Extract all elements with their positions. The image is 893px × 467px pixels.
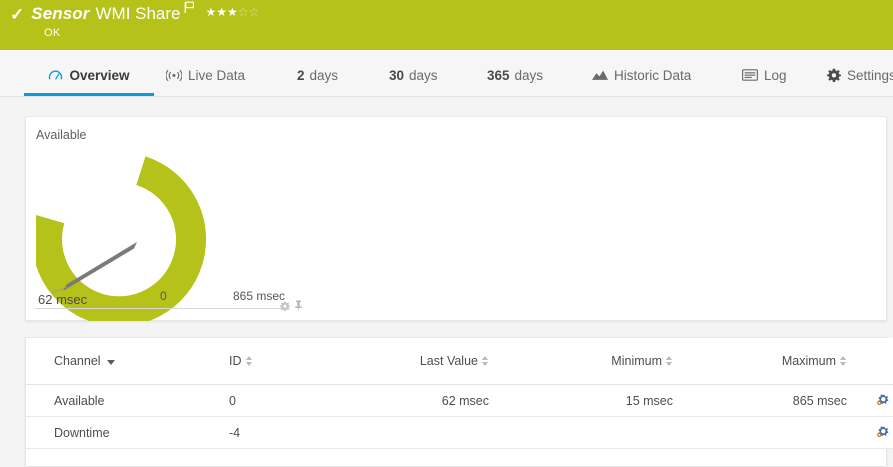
gauge-current-value: 62 msec — [38, 292, 88, 307]
tab-log-label: Log — [764, 67, 787, 83]
page-title: WMI Share — [95, 4, 181, 23]
tab-settings[interactable]: Settings — [827, 50, 893, 96]
tab-365-days-count: 365 — [487, 67, 510, 83]
broadcast-icon — [166, 69, 182, 82]
area-chart-icon — [592, 69, 608, 81]
table-row[interactable]: Available 0 62 msec 15 msec 865 msec — [26, 384, 893, 417]
gauge-needle — [63, 242, 137, 291]
tab-30-days[interactable]: 30 days — [389, 50, 438, 96]
tab-30-days-label: days — [409, 67, 438, 83]
gear-icon[interactable] — [874, 393, 889, 410]
sort-updown-icon — [482, 355, 489, 367]
star-filled: ★ — [205, 4, 217, 19]
column-header-id[interactable]: ID — [229, 338, 324, 385]
star-filled: ★ — [216, 4, 228, 19]
gauge-baseline-divider — [35, 308, 290, 309]
cell-maximum — [682, 416, 856, 449]
star-empty: ☆ — [237, 4, 249, 19]
gear-icon[interactable] — [280, 298, 290, 316]
gauge-scale-min-label: 0 — [160, 289, 167, 303]
sensor-kind-label: Sensor — [31, 4, 90, 23]
gauge-title: Available — [36, 128, 87, 142]
rating-stars[interactable]: ★★★☆☆ — [206, 6, 260, 18]
sort-updown-icon — [666, 355, 673, 367]
tab-historic-data[interactable]: Historic Data — [592, 50, 691, 96]
tab-365-days-label: days — [514, 67, 544, 83]
star-empty: ☆ — [248, 4, 260, 19]
column-header-actions — [856, 338, 893, 385]
log-list-icon — [742, 69, 758, 81]
column-header-id-label: ID — [229, 354, 242, 368]
column-header-channel-label: Channel — [54, 354, 101, 368]
gauge-mean-tick — [51, 286, 68, 294]
tab-live-data-label: Live Data — [188, 67, 246, 83]
column-header-last-value[interactable]: Last Value — [324, 338, 498, 385]
column-header-channel[interactable]: Channel — [26, 338, 229, 385]
gear-icon — [827, 68, 841, 82]
gauge-value-arc — [36, 156, 207, 321]
tab-overview-label: Overview — [69, 67, 130, 83]
sort-updown-icon — [840, 355, 847, 367]
channels-table: Channel ID Last Value — [26, 338, 893, 449]
gauge-card: Available x̄ — [25, 116, 887, 375]
sort-updown-icon — [245, 355, 253, 367]
sensor-title-row: ✓ Sensor WMI Share ★★★☆☆ — [10, 1, 260, 26]
cell-channel: Available — [26, 384, 229, 417]
tab-live-data[interactable]: Live Data — [166, 50, 245, 96]
column-header-maximum[interactable]: Maximum — [682, 338, 856, 385]
cell-id: -4 — [229, 416, 324, 449]
tab-settings-label: Settings — [847, 67, 893, 83]
table-row[interactable]: Downtime -4 — [26, 416, 893, 449]
cell-last-value: 62 msec — [324, 384, 498, 417]
gauge-icon — [48, 68, 63, 83]
cell-last-value — [324, 416, 498, 449]
tab-2-days-label: days — [309, 67, 339, 83]
flag-icon[interactable] — [184, 1, 195, 19]
tab-bar: Overview Live Data 2 days 30 days 365 da… — [0, 50, 893, 97]
column-header-last-value-label: Last Value — [419, 354, 478, 368]
gear-icon[interactable] — [874, 425, 889, 442]
cell-channel: Downtime — [26, 416, 229, 449]
star-filled: ★ — [227, 4, 238, 19]
cell-minimum — [498, 416, 682, 449]
sort-caret-down-icon — [106, 360, 115, 365]
tab-historic-data-label: Historic Data — [614, 67, 692, 83]
tab-365-days[interactable]: 365 days — [487, 50, 543, 96]
cell-actions — [856, 384, 893, 417]
sensor-header-bar: ✓ Sensor WMI Share ★★★☆☆ OK — [0, 0, 893, 50]
cell-minimum: 15 msec — [498, 384, 682, 417]
gauge-chart — [36, 143, 306, 321]
tab-active-underline — [24, 93, 154, 96]
column-header-minimum-label: Minimum — [611, 354, 662, 368]
check-icon: ✓ — [10, 4, 25, 24]
column-header-minimum[interactable]: Minimum — [498, 338, 682, 385]
gauge-scale-max-label: 865 msec — [233, 289, 286, 303]
status-badge: OK — [44, 27, 61, 39]
tab-30-days-count: 30 — [389, 67, 405, 83]
channels-card: Channel ID Last Value — [25, 337, 893, 467]
cell-id: 0 — [229, 384, 324, 417]
tab-2-days[interactable]: 2 days — [297, 50, 338, 96]
cell-actions — [856, 416, 893, 449]
tab-overview[interactable]: Overview — [24, 50, 154, 96]
gauge-tools — [280, 298, 303, 316]
tab-log[interactable]: Log — [742, 50, 787, 96]
tab-2-days-count: 2 — [297, 67, 305, 83]
column-header-maximum-label: Maximum — [781, 354, 836, 368]
pin-icon[interactable] — [294, 298, 303, 316]
cell-maximum: 865 msec — [682, 384, 856, 417]
gauge-svg — [36, 156, 207, 321]
table-header-row: Channel ID Last Value — [26, 338, 893, 385]
